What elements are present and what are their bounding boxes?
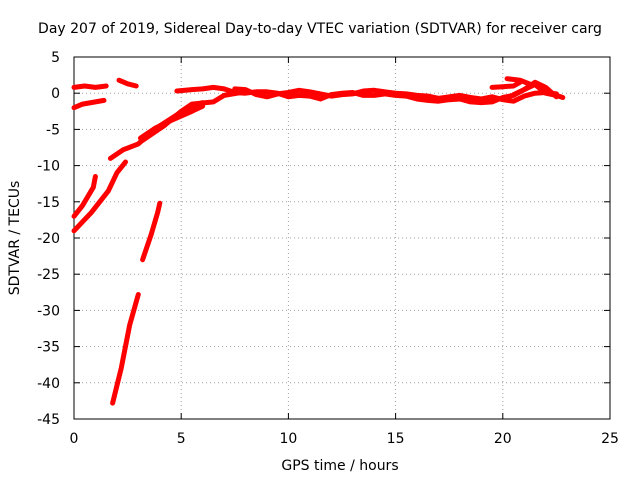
series-arc-8: [140, 89, 248, 143]
x-tick-label: 20: [494, 431, 512, 447]
y-tick-label: -30: [37, 303, 60, 319]
y-tick-label: -20: [37, 231, 60, 247]
series-arc-14: [504, 76, 534, 87]
series-arc-4: [71, 174, 98, 219]
series-arc-2: [116, 77, 139, 89]
series-arc-1: [71, 83, 109, 90]
grid-lines: [74, 57, 610, 419]
chart-title: Day 207 of 2019, Sidereal Day-to-day VTE…: [38, 21, 602, 37]
y-tick-label: 5: [51, 50, 60, 66]
series-arc-12: [232, 86, 559, 104]
axis-ticks: 0 5 10 15 20 25 5 0 -5 -10 -15 -20 -25 -30 -35 -40 -45: [37, 50, 619, 447]
x-tick-label: 5: [177, 431, 186, 447]
series-arc-13: [489, 79, 523, 90]
series-arc-15: [511, 79, 559, 100]
y-tick-label: 0: [51, 86, 60, 102]
x-tick-label: 15: [387, 431, 405, 447]
y-tick-label: -10: [37, 159, 60, 175]
y-tick-label: -5: [46, 122, 60, 138]
series-arc-5: [71, 159, 128, 234]
x-axis-label: GPS time / hours: [281, 458, 398, 474]
y-axis-label: SDTVAR / TECUs: [7, 181, 23, 296]
y-tick-label: -25: [37, 267, 60, 283]
y-tick-label: -15: [37, 195, 60, 211]
y-tick-label: -45: [37, 412, 60, 428]
y-tick-label: -35: [37, 340, 60, 356]
series-arc-10: [140, 200, 163, 263]
y-tick-label: -40: [37, 376, 60, 392]
series-arc-3: [71, 97, 107, 111]
series-arc-9: [110, 292, 141, 406]
x-tick-label: 25: [601, 431, 619, 447]
x-tick-label: 10: [279, 431, 297, 447]
data-series: [71, 76, 566, 406]
x-tick-label: 0: [70, 431, 79, 447]
